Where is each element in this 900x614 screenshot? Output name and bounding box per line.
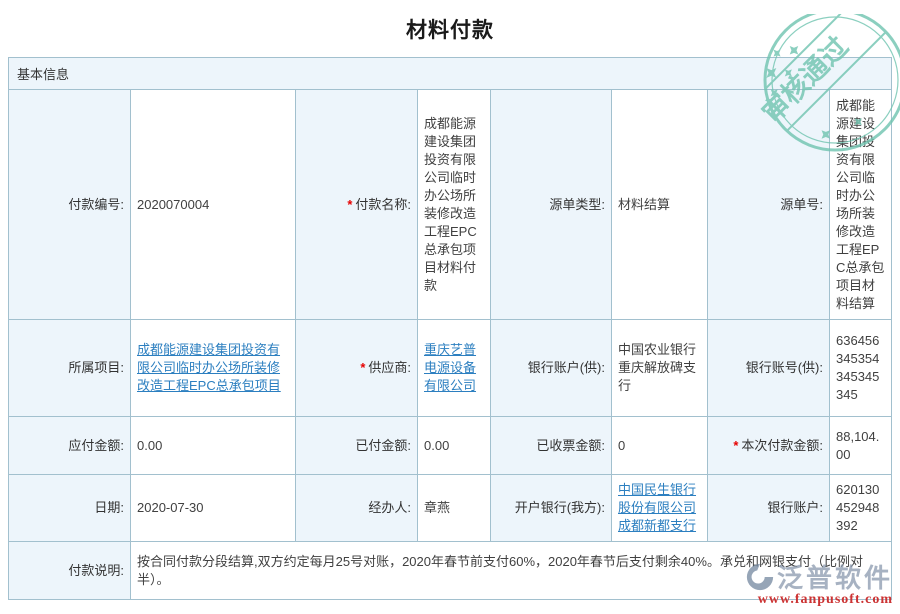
table-row: 付款说明: 按合同付款分段结算,双方约定每月25号对账，2020年春节前支付60… [8, 541, 892, 600]
field-payable-value: 0.00 [130, 416, 296, 475]
field-supplier-account-value: 636456345354345345345 [829, 319, 892, 417]
page-title: 材料付款 [406, 19, 494, 42]
required-marker: * [733, 437, 739, 453]
project-link[interactable]: 成都能源建设集团投资有限公司临时办公场所装修改造工程EPC总承包项目 [137, 342, 281, 393]
field-project-value: 成都能源建设集团投资有限公司临时办公场所装修改造工程EPC总承包项目 [130, 319, 296, 417]
field-our-account-label: 银行账户: [707, 474, 830, 542]
table-row: 日期: 2020-07-30 经办人: 章燕 开户银行(我方): 中国民生银行股… [8, 474, 892, 542]
field-source-no-label: 源单号: [707, 89, 830, 320]
field-payment-note-label: 付款说明: [8, 541, 131, 600]
field-source-type-label: 源单类型: [490, 89, 612, 320]
field-payable-label: 应付金额: [8, 416, 131, 475]
table-row: 所属项目: 成都能源建设集团投资有限公司临时办公场所装修改造工程EPC总承包项目… [8, 319, 892, 417]
field-supplier-bank-label: 银行账户(供): [490, 319, 612, 417]
field-current-payment-value: 88,104.00 [829, 416, 892, 475]
required-marker: * [360, 360, 366, 375]
field-source-type-value: 材料结算 [611, 89, 708, 320]
table-row: 付款编号: 2020070004 * 付款名称: 成都能源建设集团投资有限公司临时… [8, 89, 892, 320]
field-paid-value: 0.00 [417, 416, 491, 475]
field-handler-label: 经办人: [295, 474, 418, 542]
field-payment-no-label: 付款编号: [8, 89, 131, 320]
field-supplier-value: 重庆艺普电源设备有限公司 [417, 319, 491, 417]
basic-info-panel: 基本信息 付款编号: 2020070004 * 付款名称: 成都能源建设集团投资有… [8, 57, 892, 600]
field-our-bank-value: 中国民生银行股份有限公司成都新都支行 [611, 474, 708, 542]
field-payment-name-label: * 付款名称: [295, 89, 418, 320]
field-payment-no-value: 2020070004 [130, 89, 296, 320]
field-paid-label: 已付金额: [295, 416, 418, 475]
field-handler-value: 章燕 [417, 474, 491, 542]
supplier-link[interactable]: 重庆艺普电源设备有限公司 [424, 342, 477, 393]
field-date-value: 2020-07-30 [130, 474, 296, 542]
field-source-no-value: 成都能源建设集团投资有限公司临时办公场所装修改造工程EPC总承包项目材料结算 [829, 89, 892, 320]
required-marker: * [347, 196, 353, 212]
field-our-account-value: 620130452948392 [829, 474, 892, 542]
field-date-label: 日期: [8, 474, 131, 542]
field-our-bank-label: 开户银行(我方): [490, 474, 612, 542]
field-invoiced-value: 0 [611, 416, 708, 475]
field-supplier-bank-value: 中国农业银行重庆解放碑支行 [611, 319, 708, 417]
field-payment-name-value: 成都能源建设集团投资有限公司临时办公场所装修改造工程EPC总承包项目材料付款 [417, 89, 491, 320]
our-bank-link[interactable]: 中国民生银行股份有限公司成都新都支行 [618, 482, 697, 533]
field-current-payment-label: * 本次付款金额: [707, 416, 830, 475]
field-project-label: 所属项目: [8, 319, 131, 417]
field-supplier-label: * 供应商: [295, 319, 418, 417]
section-header: 基本信息 [8, 57, 892, 89]
field-payment-note-value: 按合同付款分段结算,双方约定每月25号对账，2020年春节前支付60%，2020… [130, 541, 892, 600]
field-invoiced-label: 已收票金额: [490, 416, 612, 475]
field-supplier-account-label: 银行账号(供): [707, 319, 830, 417]
basic-info-table: 付款编号: 2020070004 * 付款名称: 成都能源建设集团投资有限公司临时… [8, 89, 892, 600]
table-row: 应付金额: 0.00 已付金额: 0.00 已收票金额: 0 * 本次付款金额: … [8, 416, 892, 475]
